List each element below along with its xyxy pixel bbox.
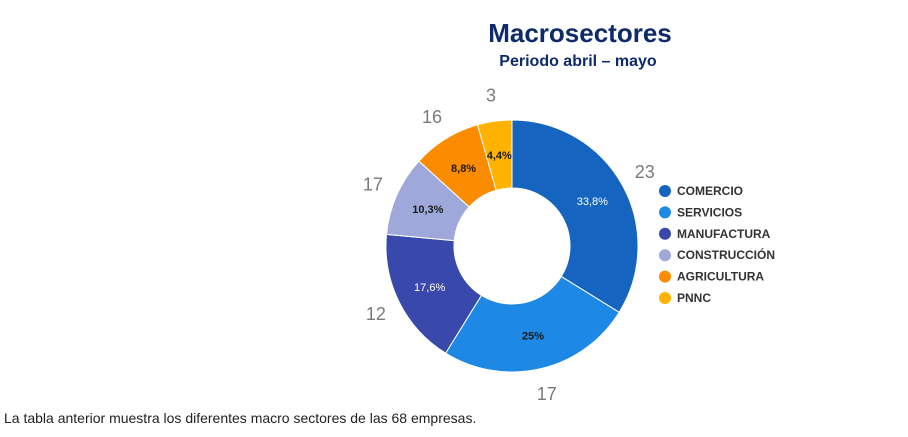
- legend-label-comercio: COMERCIO: [677, 184, 743, 198]
- count-labels: 23 17 12 17 16 3: [363, 85, 655, 400]
- legend-label-pnnc: PNNC: [677, 291, 711, 305]
- legend: COMERCIO SERVICIOS MANUFACTURA CONSTRUCCIÓN…: [659, 184, 775, 305]
- count-label-construccion: 17: [363, 175, 383, 195]
- chart-title: Macrosectores: [488, 18, 672, 48]
- slice-comercio: [511, 119, 639, 314]
- caption-text: La tabla anterior muestra los diferentes…: [4, 410, 477, 426]
- slice-pnnc: [476, 119, 513, 191]
- legend-swatch-agricultura: [659, 270, 671, 283]
- legend-swatch-construccion: [659, 249, 671, 262]
- legend-label-manufactura: MANUFACTURA: [677, 227, 771, 241]
- count-label-servicios: 17: [537, 384, 557, 400]
- chart-subtitle: Periodo abril – mayo: [499, 53, 657, 70]
- count-label-comercio: 23: [635, 162, 655, 182]
- legend-swatch-comercio: [659, 185, 671, 197]
- donut-slices: [385, 119, 639, 373]
- legend-label-servicios: SERVICIOS: [677, 205, 742, 219]
- percent-label-comercio: 33,8%: [577, 196, 608, 208]
- percent-labels: 33,8% 25% 17,6% 10,3% 8,8% 4,4%: [412, 150, 608, 343]
- percent-label-construccion: 10,3%: [412, 204, 443, 216]
- legend-label-agricultura: AGRICULTURA: [677, 270, 764, 284]
- legend-swatch-manufactura: [659, 227, 671, 240]
- legend-swatch-pnnc: [659, 292, 671, 304]
- legend-swatch-servicios: [659, 206, 671, 219]
- percent-label-servicios: 25%: [522, 331, 544, 343]
- slice-servicios: [444, 275, 620, 373]
- percent-label-pnnc: 4,4%: [487, 150, 512, 162]
- percent-label-manufactura: 17,6%: [414, 282, 445, 294]
- donut-chart: Macrosectores Periodo abril – mayo 33,8%…: [363, 18, 775, 400]
- count-label-agricultura: 16: [422, 107, 442, 127]
- legend-label-construccion: CONSTRUCCIÓN: [677, 247, 775, 262]
- count-label-pnnc: 3: [486, 85, 496, 105]
- count-label-manufactura: 12: [366, 304, 386, 324]
- percent-label-agricultura: 8,8%: [451, 163, 476, 175]
